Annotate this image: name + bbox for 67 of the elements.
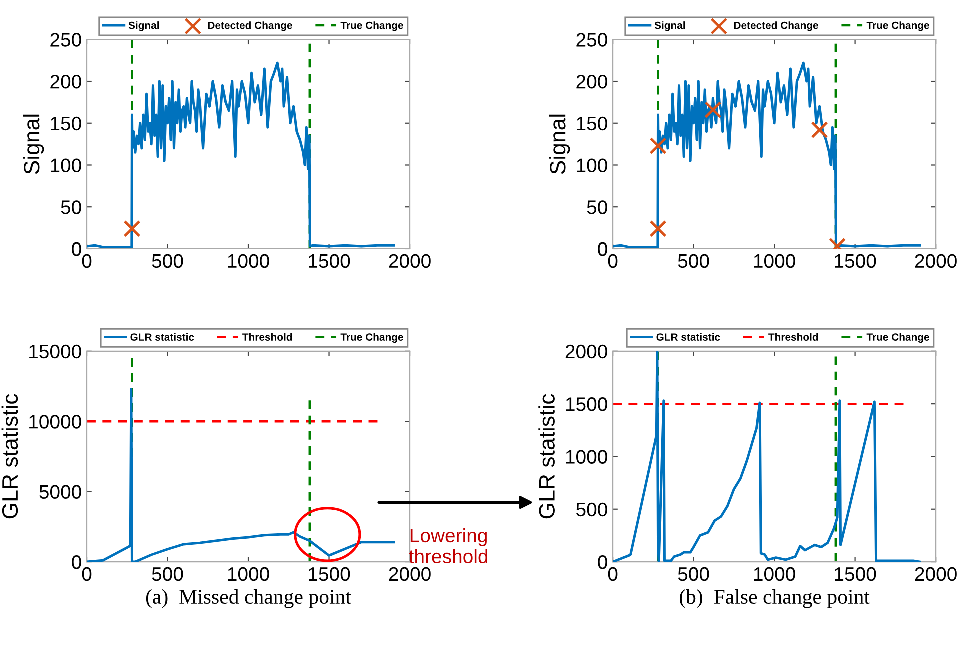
y-tick-label: 250 (50, 33, 82, 47)
x-tick-label: 1000 (228, 567, 270, 582)
y-tick-label: 15000 (30, 344, 82, 359)
point (704, 101, 722, 119)
y-axis-title: Signal (549, 114, 570, 174)
x-tick-label: 1500 (835, 254, 876, 268)
legend-label: True Change (866, 333, 930, 344)
y-tick-label: 0 (72, 555, 82, 570)
y-tick-label: 0 (598, 242, 608, 256)
line-series (87, 388, 396, 562)
legend-label: GLR statistic (130, 333, 194, 341)
line-series (87, 62, 396, 249)
x-tick-label: 1000 (754, 254, 796, 268)
x-tick-label: 0 (608, 254, 618, 268)
legend-label: True Change (866, 22, 930, 32)
legend-label: Signal (128, 22, 160, 32)
y-tick-label: 100 (577, 158, 608, 172)
y-tick-label: 200 (576, 74, 608, 89)
x-tick-label: 2000 (915, 567, 957, 582)
point (811, 122, 828, 139)
y-tick-label: 200 (50, 74, 82, 89)
x-tick-label: 1000 (228, 254, 270, 268)
y-tick-label: 50 (61, 200, 82, 214)
y-tick-label: 50 (587, 200, 608, 214)
y-tick-label: 150 (51, 116, 82, 131)
y-axis-title: GLR statistic (2, 394, 18, 519)
legend-label: Threshold (242, 333, 292, 341)
x-tick-label: 1500 (835, 567, 876, 582)
legend-label: GLR statistic (656, 333, 720, 341)
y-tick-label: 5000 (40, 485, 82, 500)
legend-label: True Change (340, 333, 404, 344)
x-tick-label: 500 (152, 567, 184, 582)
y-tick-label: 1500 (566, 398, 608, 412)
line-series (613, 62, 922, 249)
x-tick-label: 500 (152, 254, 184, 268)
y-axis-title: Signal (23, 114, 44, 174)
legend-label: True Change (340, 22, 404, 32)
x-tick-label: 1000 (754, 567, 796, 582)
x-tick-label: 0 (82, 567, 92, 582)
x-tick-label: 1500 (309, 254, 350, 268)
y-tick-label: 100 (51, 158, 82, 172)
x-tick-label: 500 (678, 567, 710, 582)
x-tick-label: 500 (678, 254, 710, 268)
annotation: Lowering threshold (409, 528, 488, 564)
legend-label: Detected Change (734, 22, 818, 32)
y-tick-label: 150 (577, 116, 608, 131)
y-tick-label: 0 (598, 555, 608, 570)
point (650, 220, 667, 238)
y-tick-label: 0 (72, 242, 82, 256)
y-tick-label: 2000 (566, 344, 608, 359)
x-tick-label: 2000 (915, 254, 957, 268)
x-tick-label: 2000 (389, 254, 431, 268)
x-tick-label: 0 (82, 254, 92, 268)
y-tick-label: 500 (576, 502, 608, 517)
y-tick-label: 1000 (566, 450, 608, 464)
point (650, 137, 667, 155)
x-tick-label: 0 (608, 567, 618, 582)
text: (a) Missed change point (146, 589, 352, 608)
x-tick-label: 2000 (389, 567, 431, 582)
legend-label: Threshold (768, 333, 818, 341)
y-tick-label: 250 (576, 33, 608, 47)
text: (b) False change point (680, 589, 870, 608)
y-tick-label: 10000 (30, 415, 82, 429)
legend-label: Signal (654, 22, 686, 32)
legend-label: Detected Change (208, 22, 292, 32)
y-axis-title: GLR statistic (538, 394, 555, 519)
x-tick-label: 1500 (309, 567, 350, 582)
